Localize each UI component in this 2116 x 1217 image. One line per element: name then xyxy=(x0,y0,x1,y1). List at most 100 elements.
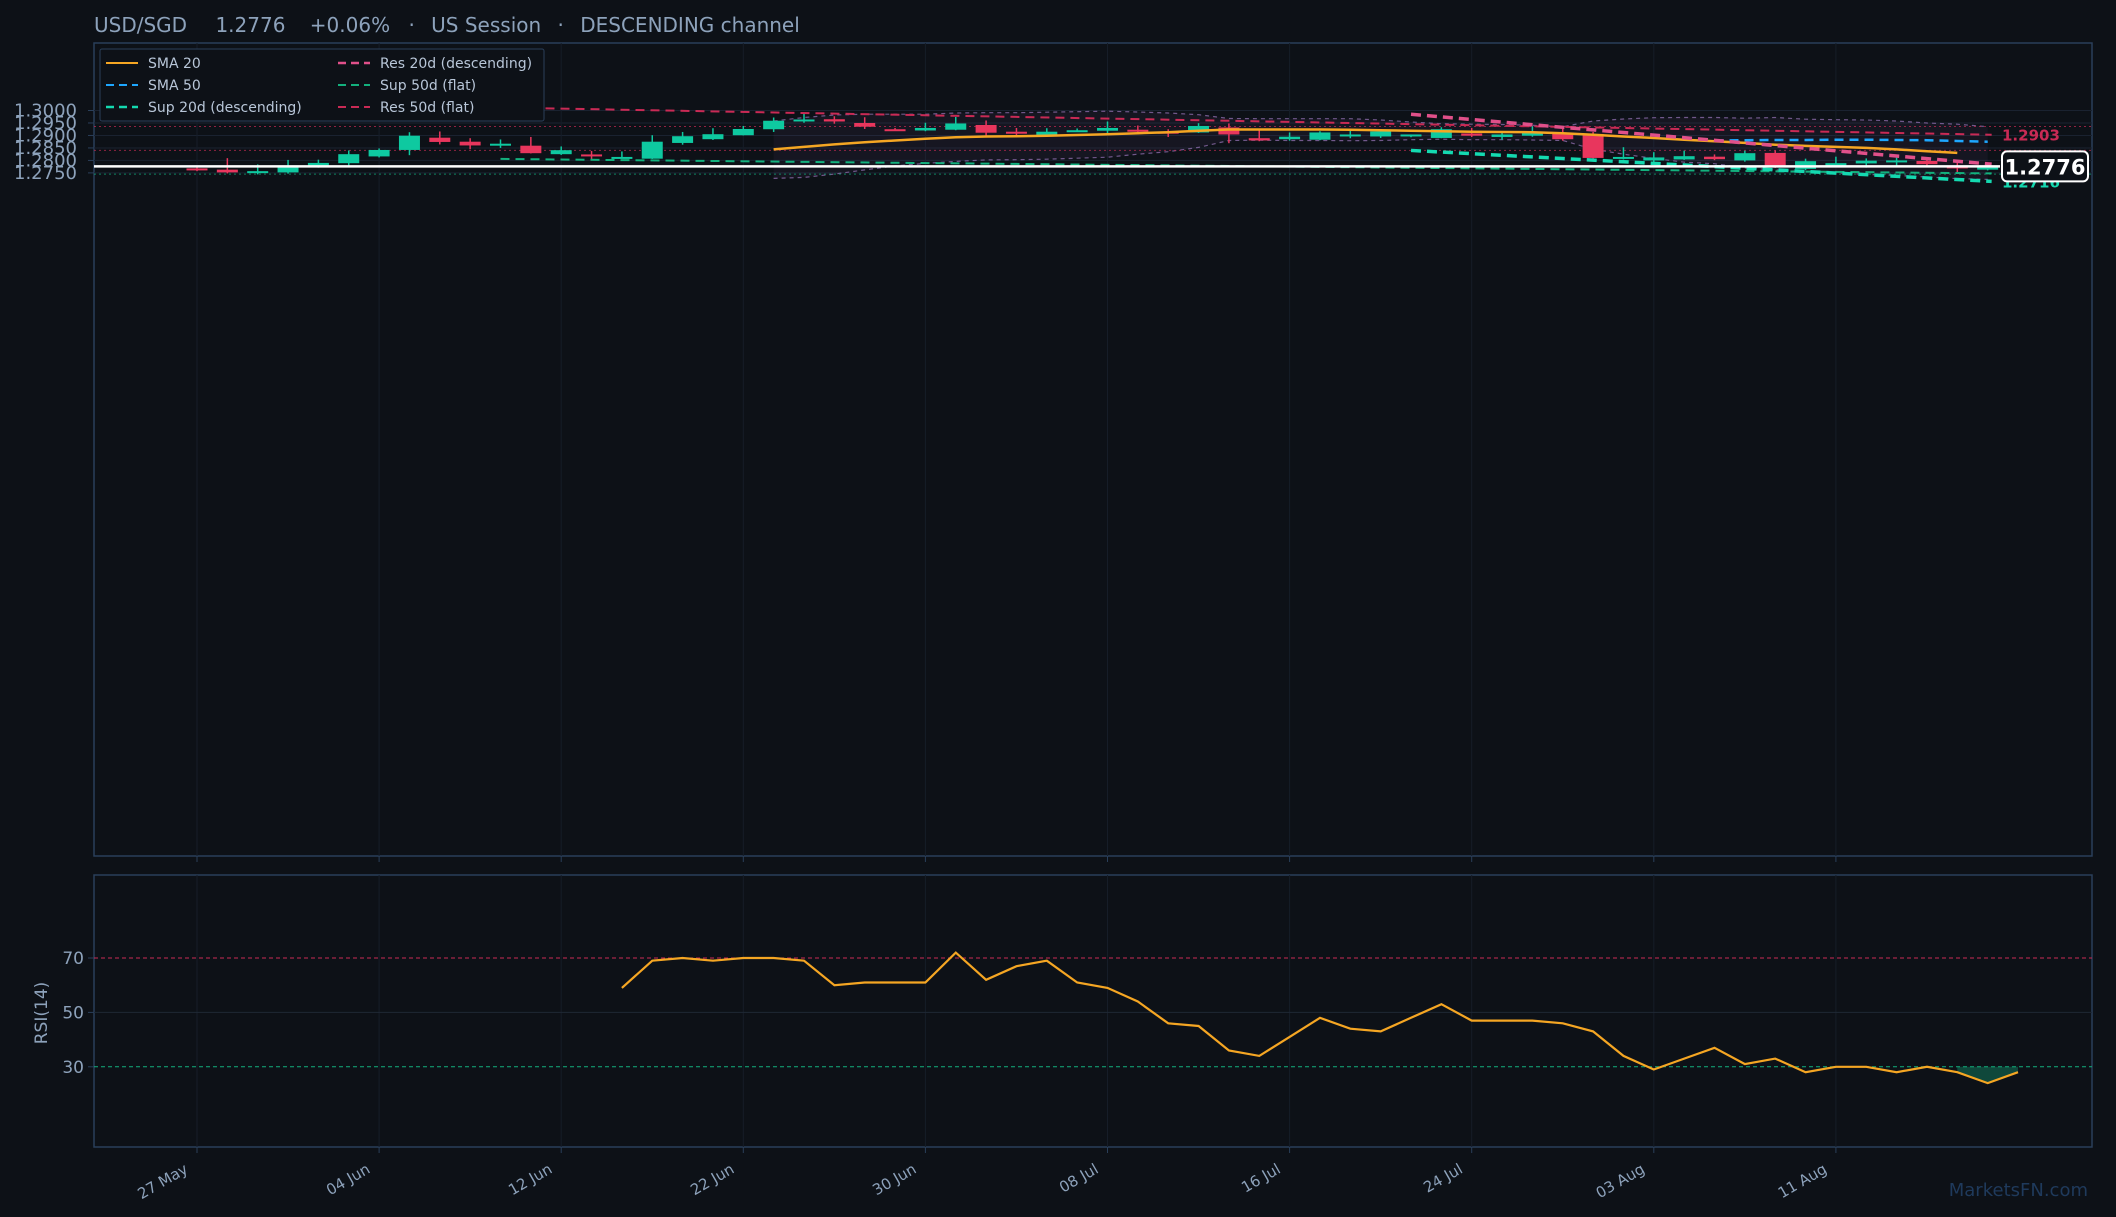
y-tick-label: 1.2950 xyxy=(14,113,77,134)
y-tick-label: 1.2800 xyxy=(14,150,77,171)
candle-body xyxy=(1734,153,1756,161)
pattern-label: DESCENDING channel xyxy=(580,13,800,37)
resistance-flat-label: 1.2903 xyxy=(2002,127,2060,145)
candle-body xyxy=(1036,131,1058,136)
candle-body xyxy=(1521,132,1543,136)
candle-body xyxy=(307,162,329,167)
candle-body xyxy=(884,129,906,132)
candle-body xyxy=(1916,160,1938,165)
candle-body xyxy=(490,143,511,146)
candle-body xyxy=(186,168,208,171)
rsi-oversold-fill xyxy=(1957,1066,2018,1084)
candle-body xyxy=(611,156,633,159)
candle-body xyxy=(1552,133,1574,140)
title-separator: · xyxy=(408,13,414,37)
y-tick-label: 1.2900 xyxy=(14,125,77,146)
candle-body xyxy=(1339,134,1361,137)
candle-body xyxy=(1643,157,1665,161)
candle-body xyxy=(1097,127,1118,131)
candle-body xyxy=(368,149,390,157)
candle-body xyxy=(338,154,360,164)
legend-label-sma20: SMA 20 xyxy=(148,56,201,72)
candle-body xyxy=(1370,131,1392,137)
candle-body xyxy=(429,137,451,142)
candle-body xyxy=(914,127,936,131)
candle-body xyxy=(672,136,694,143)
current-price-tag-label: 1.2776 xyxy=(2004,155,2085,179)
title-separator: · xyxy=(558,13,564,37)
candle-body xyxy=(398,135,420,150)
rsi-y-tick-label: 50 xyxy=(62,1003,84,1023)
rsi-panel-frame xyxy=(93,874,2093,1148)
candle-body xyxy=(1491,134,1513,137)
candle-body xyxy=(550,150,572,155)
bollinger-upper-line xyxy=(773,110,1988,128)
candle-body xyxy=(854,122,876,127)
candle-body xyxy=(1066,130,1088,133)
candle-body xyxy=(1218,127,1240,135)
rsi-axis-label: RSI(14) xyxy=(32,982,52,1045)
y-tick-label: 1.3000 xyxy=(14,101,77,122)
legend-label-res-desc: Res 20d (descending) xyxy=(380,56,532,72)
candle-body xyxy=(1127,129,1149,132)
candle-body xyxy=(1764,152,1786,168)
candle-body xyxy=(1825,163,1847,167)
candle-body xyxy=(1977,167,1999,170)
candle-body xyxy=(1461,133,1483,136)
price-label: 1.2776 xyxy=(215,13,285,37)
candle-body xyxy=(1612,156,1634,159)
candle-body xyxy=(945,123,967,130)
candles-layer xyxy=(186,112,1999,175)
bollinger-fill xyxy=(773,111,1988,180)
candle-body xyxy=(1430,129,1452,138)
candle-body xyxy=(1279,136,1301,140)
candle-body xyxy=(1400,134,1422,137)
support-flat-line xyxy=(500,157,1992,175)
candle-body xyxy=(975,124,997,133)
watermark: MarketsFN.com xyxy=(1949,1180,2088,1201)
rsi-y-tick-label: 70 xyxy=(62,949,84,969)
current-price-tag xyxy=(2001,150,2089,183)
y-tick-label: 1.2750 xyxy=(14,163,77,184)
legend-label-sup-desc: Sup 20d (descending) xyxy=(148,100,302,116)
candle-body xyxy=(641,141,663,159)
candle-body xyxy=(247,171,269,174)
candle-body xyxy=(1886,160,1908,163)
candle-body xyxy=(763,120,785,130)
candle-body xyxy=(1248,138,1270,141)
candle-body xyxy=(1673,156,1695,160)
candle-body xyxy=(823,119,845,122)
price-panel-frame xyxy=(93,42,2093,857)
candle-body xyxy=(1005,131,1027,134)
candle-body xyxy=(1704,156,1725,160)
resistance-flat-line xyxy=(500,106,1992,136)
candle-body xyxy=(1855,160,1877,164)
rsi-line xyxy=(621,951,2019,1085)
legend-box xyxy=(99,48,545,122)
candle-body xyxy=(732,128,754,136)
sma50-line xyxy=(1714,138,1988,143)
candle-body xyxy=(216,169,238,173)
legend-label-sup-flat: Sup 50d (flat) xyxy=(380,78,476,94)
session-label: US Session xyxy=(431,13,541,37)
rsi-layer: 30 50 70 RSI(14) xyxy=(32,949,2092,1085)
candle-body xyxy=(1309,132,1331,140)
resistance-descending-line xyxy=(1410,112,1992,166)
candle-body xyxy=(520,145,542,154)
candle-body xyxy=(1188,125,1210,133)
sma20-line xyxy=(773,128,1958,155)
rsi-y-tick-label: 30 xyxy=(62,1058,84,1078)
symbol-label: USD/SGD xyxy=(94,13,187,37)
candle-body xyxy=(1582,133,1604,158)
y-tick-label: 1.2850 xyxy=(14,138,77,159)
horizontal-levels-layer xyxy=(94,125,2092,175)
candle-body xyxy=(459,141,481,146)
candle-body xyxy=(581,154,603,157)
candle-body xyxy=(277,165,299,173)
change-label: +0.06% xyxy=(310,13,390,37)
legend: SMA 20 SMA 50 Sup 20d (descending) Res 2… xyxy=(99,48,545,122)
candle-body xyxy=(1795,161,1817,169)
